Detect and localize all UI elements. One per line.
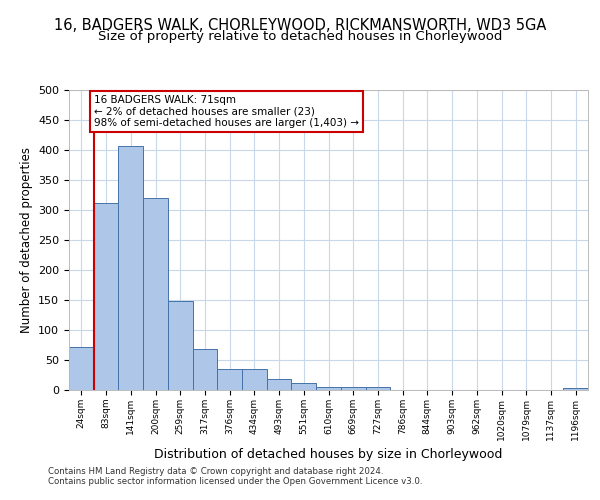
Bar (563, 388, 588, 390)
Text: Size of property relative to detached houses in Chorleywood: Size of property relative to detached ho… (98, 30, 502, 43)
Bar (193, 348, 217, 390)
Text: 16 BADGERS WALK: 71sqm
← 2% of detached houses are smaller (23)
98% of semi-deta: 16 BADGERS WALK: 71sqm ← 2% of detached … (94, 95, 359, 128)
X-axis label: Distribution of detached houses by size in Chorleywood: Distribution of detached houses by size … (154, 448, 503, 461)
Bar (341, 387, 365, 390)
Bar (242, 369, 267, 390)
Y-axis label: Number of detached properties: Number of detached properties (20, 147, 32, 333)
Bar (143, 198, 168, 390)
Bar (316, 387, 341, 390)
Bar (267, 379, 292, 390)
Bar (168, 301, 193, 390)
Bar (365, 387, 390, 390)
Bar (292, 384, 316, 390)
Bar (94, 204, 118, 390)
Text: 16, BADGERS WALK, CHORLEYWOOD, RICKMANSWORTH, WD3 5GA: 16, BADGERS WALK, CHORLEYWOOD, RICKMANSW… (54, 18, 546, 32)
Bar (118, 146, 143, 390)
Bar (69, 347, 94, 390)
Bar (217, 369, 242, 390)
Text: Contains public sector information licensed under the Open Government Licence v3: Contains public sector information licen… (48, 477, 422, 486)
Text: Contains HM Land Registry data © Crown copyright and database right 2024.: Contains HM Land Registry data © Crown c… (48, 467, 383, 476)
